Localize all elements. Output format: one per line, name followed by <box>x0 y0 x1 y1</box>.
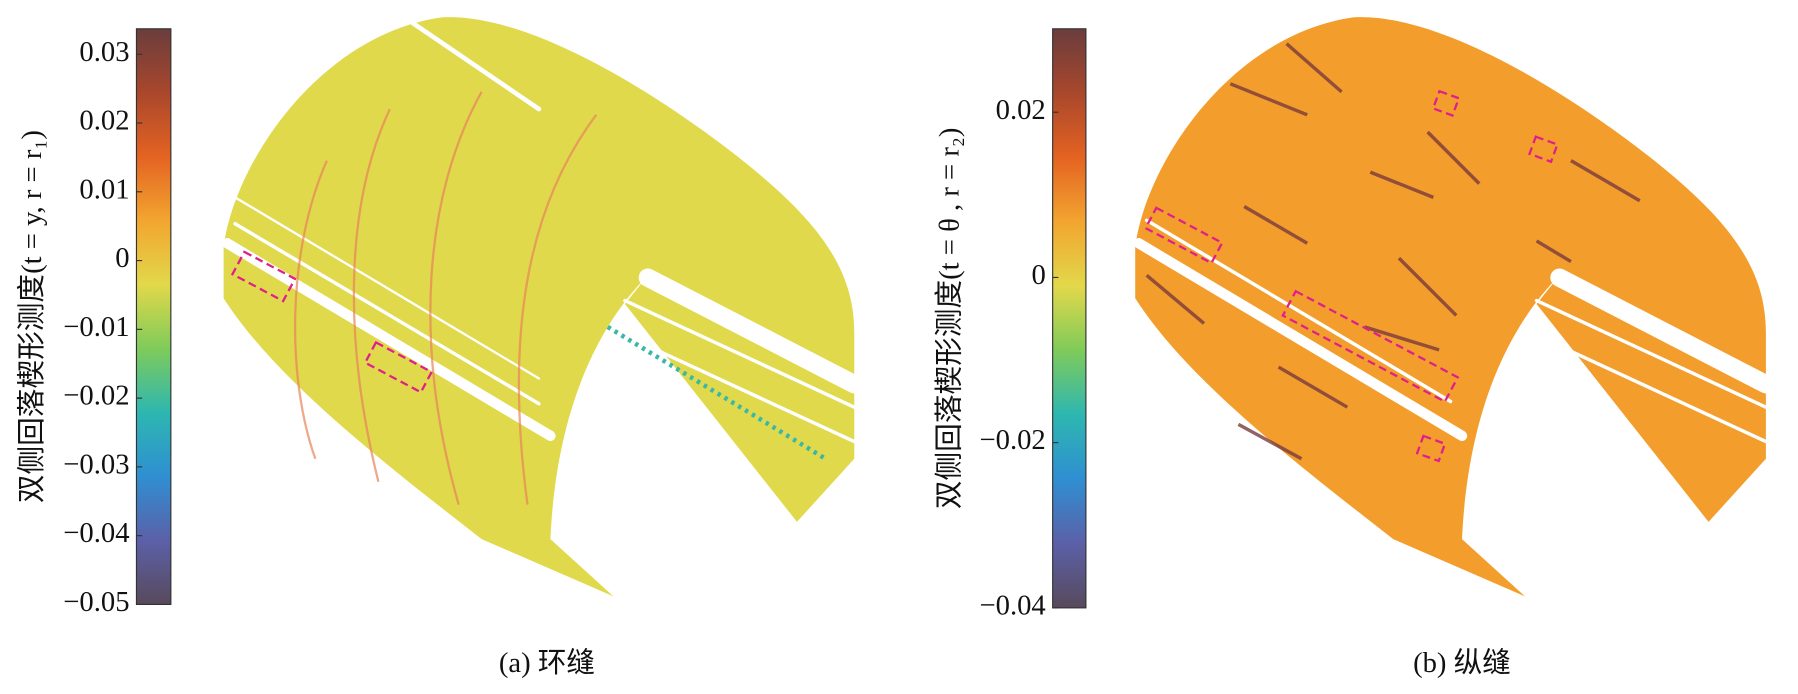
y-tick-label: −0.03 <box>63 448 129 480</box>
point-cloud-a <box>221 17 864 597</box>
colorbar <box>135 28 172 606</box>
y-tick-label: 0.02 <box>996 94 1046 126</box>
y-tick-label: −0.01 <box>63 311 129 343</box>
y-tick-label: −0.05 <box>63 586 129 618</box>
colorbar <box>1052 28 1087 609</box>
y-tick-label: −0.02 <box>63 380 129 412</box>
y-tick-label: 0.02 <box>79 105 129 137</box>
y-tick-label: 0 <box>115 242 129 274</box>
y-axis-label: 双侧回落楔形测度(t = y, r = r₁) <box>16 130 48 503</box>
y-tick-label: 0.03 <box>79 36 129 68</box>
caption: (b) 纵缝 <box>1413 647 1511 679</box>
point-cloud-b <box>1133 17 1776 597</box>
y-tick-label: 0 <box>1031 259 1045 291</box>
y-tick-label: −0.04 <box>979 589 1045 621</box>
y-tick-label: −0.04 <box>63 517 129 549</box>
y-axis-label: 双侧回落楔形测度(t = θ , r = r₂) <box>933 128 965 510</box>
y-tick-label: 0.01 <box>79 173 129 205</box>
caption: (a) 环缝 <box>499 647 595 679</box>
y-tick-label: −0.02 <box>979 424 1045 456</box>
